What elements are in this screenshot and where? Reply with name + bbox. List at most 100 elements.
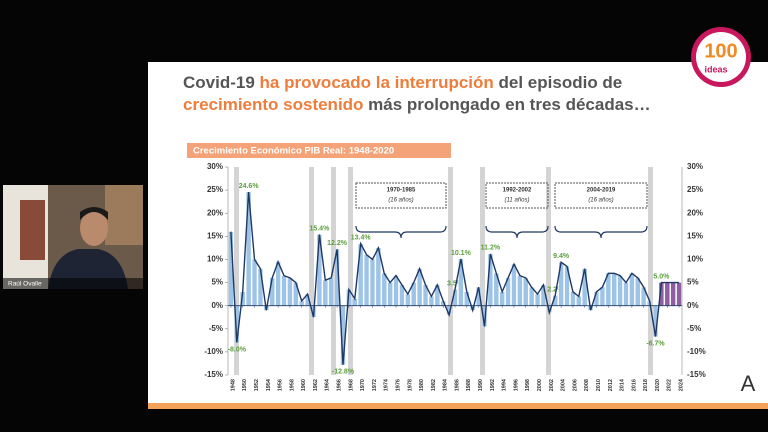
bar xyxy=(269,277,275,306)
bar xyxy=(387,282,393,306)
x-tick-label: 2016 xyxy=(631,379,637,391)
plot: -15% -15% -10% -10% -5% -5% 0% 0% 5% 5% 10% 10% 15% 1… xyxy=(204,162,705,391)
y-tick-label: 10% xyxy=(207,255,223,264)
x-tick-label: 1984 xyxy=(443,378,449,391)
data-label: 3.5% xyxy=(447,280,464,287)
bar xyxy=(664,282,670,306)
x-tick-label: 1962 xyxy=(313,379,319,391)
x-tick-label: 2014 xyxy=(620,378,626,391)
bar xyxy=(405,293,411,306)
bar xyxy=(617,275,623,306)
brace xyxy=(485,225,549,239)
data-label: 9.4% xyxy=(553,253,570,260)
x-tick-label: 1950 xyxy=(242,379,248,391)
participant-name: Raúl Ovalle xyxy=(8,281,42,288)
y-tick-label: -15% xyxy=(204,370,223,379)
x-tick-label: 1974 xyxy=(384,378,390,391)
y2-tick-label: 0% xyxy=(687,301,699,310)
bar xyxy=(275,261,281,306)
x-tick-label: 1972 xyxy=(372,379,378,391)
growth-line xyxy=(230,191,680,365)
y2-tick-label: -5% xyxy=(687,324,701,333)
x-tick-label: 1982 xyxy=(431,379,437,391)
x-tick-label: 1968 xyxy=(348,379,354,391)
bar xyxy=(623,282,629,306)
event-logo: 100 ideas xyxy=(691,27,751,87)
period-box xyxy=(485,182,549,209)
x-tick-label: 1964 xyxy=(325,378,331,391)
period-duration: (11 años) xyxy=(505,198,530,204)
bar xyxy=(511,263,517,306)
period-duration: (16 años) xyxy=(388,198,413,204)
bar xyxy=(328,277,334,306)
brace xyxy=(554,225,648,239)
slide-footer-strip xyxy=(148,403,768,409)
x-tick-label: 2008 xyxy=(584,379,590,391)
shade xyxy=(546,167,551,375)
data-label: 11.2% xyxy=(481,245,501,252)
x-tick-label: 2012 xyxy=(608,379,614,391)
x-tick-label: 2006 xyxy=(572,379,578,391)
bar xyxy=(676,282,682,306)
x-tick-label: 2004 xyxy=(561,378,567,391)
x-tick-label: 1986 xyxy=(454,379,460,391)
bar xyxy=(670,282,676,306)
shade xyxy=(348,167,353,375)
logo-number: 100 xyxy=(704,40,737,62)
x-tick-label: 2002 xyxy=(549,379,555,391)
data-label: 12.2% xyxy=(327,240,348,247)
x-tick-label: 1978 xyxy=(407,379,413,391)
x-tick-label: 2022 xyxy=(667,379,673,391)
data-label: 24.6% xyxy=(239,183,260,190)
x-tick-label: 2018 xyxy=(643,379,649,391)
recession-shading xyxy=(234,167,653,375)
period-range: 1992-2002 xyxy=(503,188,532,194)
periods: 1970-1985 (16 años) 1992-2002 (11 años) … xyxy=(355,182,648,239)
bar xyxy=(322,280,328,306)
x-tick-label: 2024 xyxy=(679,378,685,391)
brace xyxy=(355,225,447,239)
slide-title-line2: crecimiento sostenido más prolongado en … xyxy=(183,95,651,114)
webcam-shelf xyxy=(105,185,143,245)
data-label: 13.4% xyxy=(351,235,372,242)
webcam-tile: Raúl Ovalle xyxy=(3,185,143,290)
data-label: -6.7% xyxy=(646,340,665,347)
x-tick-label: 1976 xyxy=(395,379,401,391)
x-tick-label: 1948 xyxy=(230,379,236,391)
bar xyxy=(369,259,375,306)
bar xyxy=(381,273,387,306)
period-range: 1970-1985 xyxy=(387,188,416,194)
bar xyxy=(523,277,529,306)
bar xyxy=(364,254,370,306)
y-tick-label: -5% xyxy=(209,324,223,333)
y2-tick-label: 20% xyxy=(687,208,703,217)
logo-word: ideas xyxy=(704,64,727,74)
x-tick-label: 1992 xyxy=(490,379,496,391)
y-tick-label: -10% xyxy=(204,347,223,356)
brand-mark: A xyxy=(741,371,756,396)
y2-tick-label: -10% xyxy=(687,347,706,356)
shade xyxy=(648,167,653,375)
period-duration: (16 años) xyxy=(588,198,613,204)
name-bar xyxy=(3,278,143,290)
x-tick-label: 1990 xyxy=(478,379,484,391)
y2-tick-label: 5% xyxy=(687,278,699,287)
data-label: -12.8% xyxy=(332,369,355,376)
x-tick-label: 1958 xyxy=(289,379,295,391)
period-range: 2004-2019 xyxy=(587,188,616,194)
bar xyxy=(252,259,258,306)
x-tick-label: 1998 xyxy=(525,379,531,391)
period-box xyxy=(355,182,447,209)
slide-title-line1: Covid-19 ha provocado la interrupción de… xyxy=(183,73,622,92)
shade xyxy=(234,167,239,375)
shade xyxy=(309,167,314,375)
y2-tick-label: 15% xyxy=(687,231,703,240)
webcam-person-hair xyxy=(80,207,108,220)
bar xyxy=(611,273,617,306)
y-tick-label: 20% xyxy=(207,208,223,217)
shade xyxy=(448,167,453,375)
x-tick-label: 1952 xyxy=(254,379,260,391)
x-tick-label: 1966 xyxy=(337,379,343,391)
x-tick-label: 1956 xyxy=(278,379,284,391)
